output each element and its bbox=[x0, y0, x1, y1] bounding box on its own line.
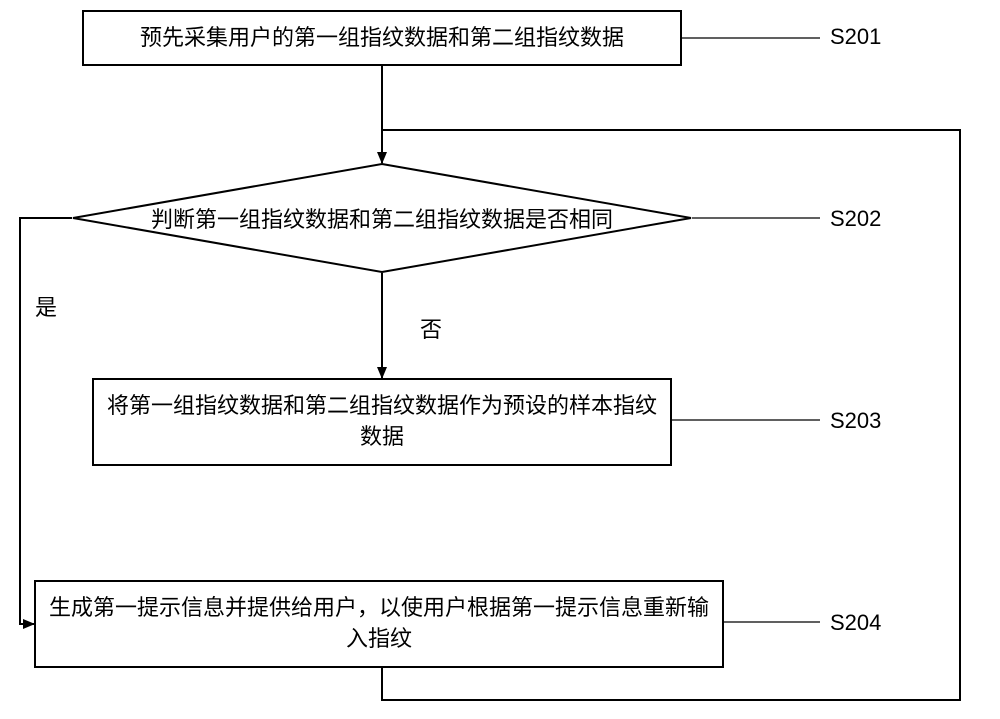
edge-label-yes: 是 bbox=[35, 290, 57, 322]
step-s202-label: S202 bbox=[830, 206, 881, 232]
decision-s202: 判断第一组指纹数据和第二组指纹数据是否相同 bbox=[72, 163, 692, 273]
step-s204: 生成第一提示信息并提供给用户，以使用户根据第一提示信息重新输入指纹 bbox=[34, 580, 724, 668]
edge-label-no: 否 bbox=[420, 312, 442, 344]
step-s204-label: S204 bbox=[830, 610, 881, 636]
step-s203-text: 将第一组指纹数据和第二组指纹数据作为预设的样本指纹数据 bbox=[102, 391, 662, 453]
step-s201: 预先采集用户的第一组指纹数据和第二组指纹数据 bbox=[82, 10, 682, 66]
step-s204-text: 生成第一提示信息并提供给用户，以使用户根据第一提示信息重新输入指纹 bbox=[44, 593, 714, 655]
step-s203-label: S203 bbox=[830, 408, 881, 434]
flowchart-canvas: 预先采集用户的第一组指纹数据和第二组指纹数据 S201 判断第一组指纹数据和第二… bbox=[0, 0, 1000, 719]
step-s201-text: 预先采集用户的第一组指纹数据和第二组指纹数据 bbox=[140, 23, 624, 54]
step-s201-label: S201 bbox=[830, 24, 881, 50]
step-s203: 将第一组指纹数据和第二组指纹数据作为预设的样本指纹数据 bbox=[92, 378, 672, 466]
